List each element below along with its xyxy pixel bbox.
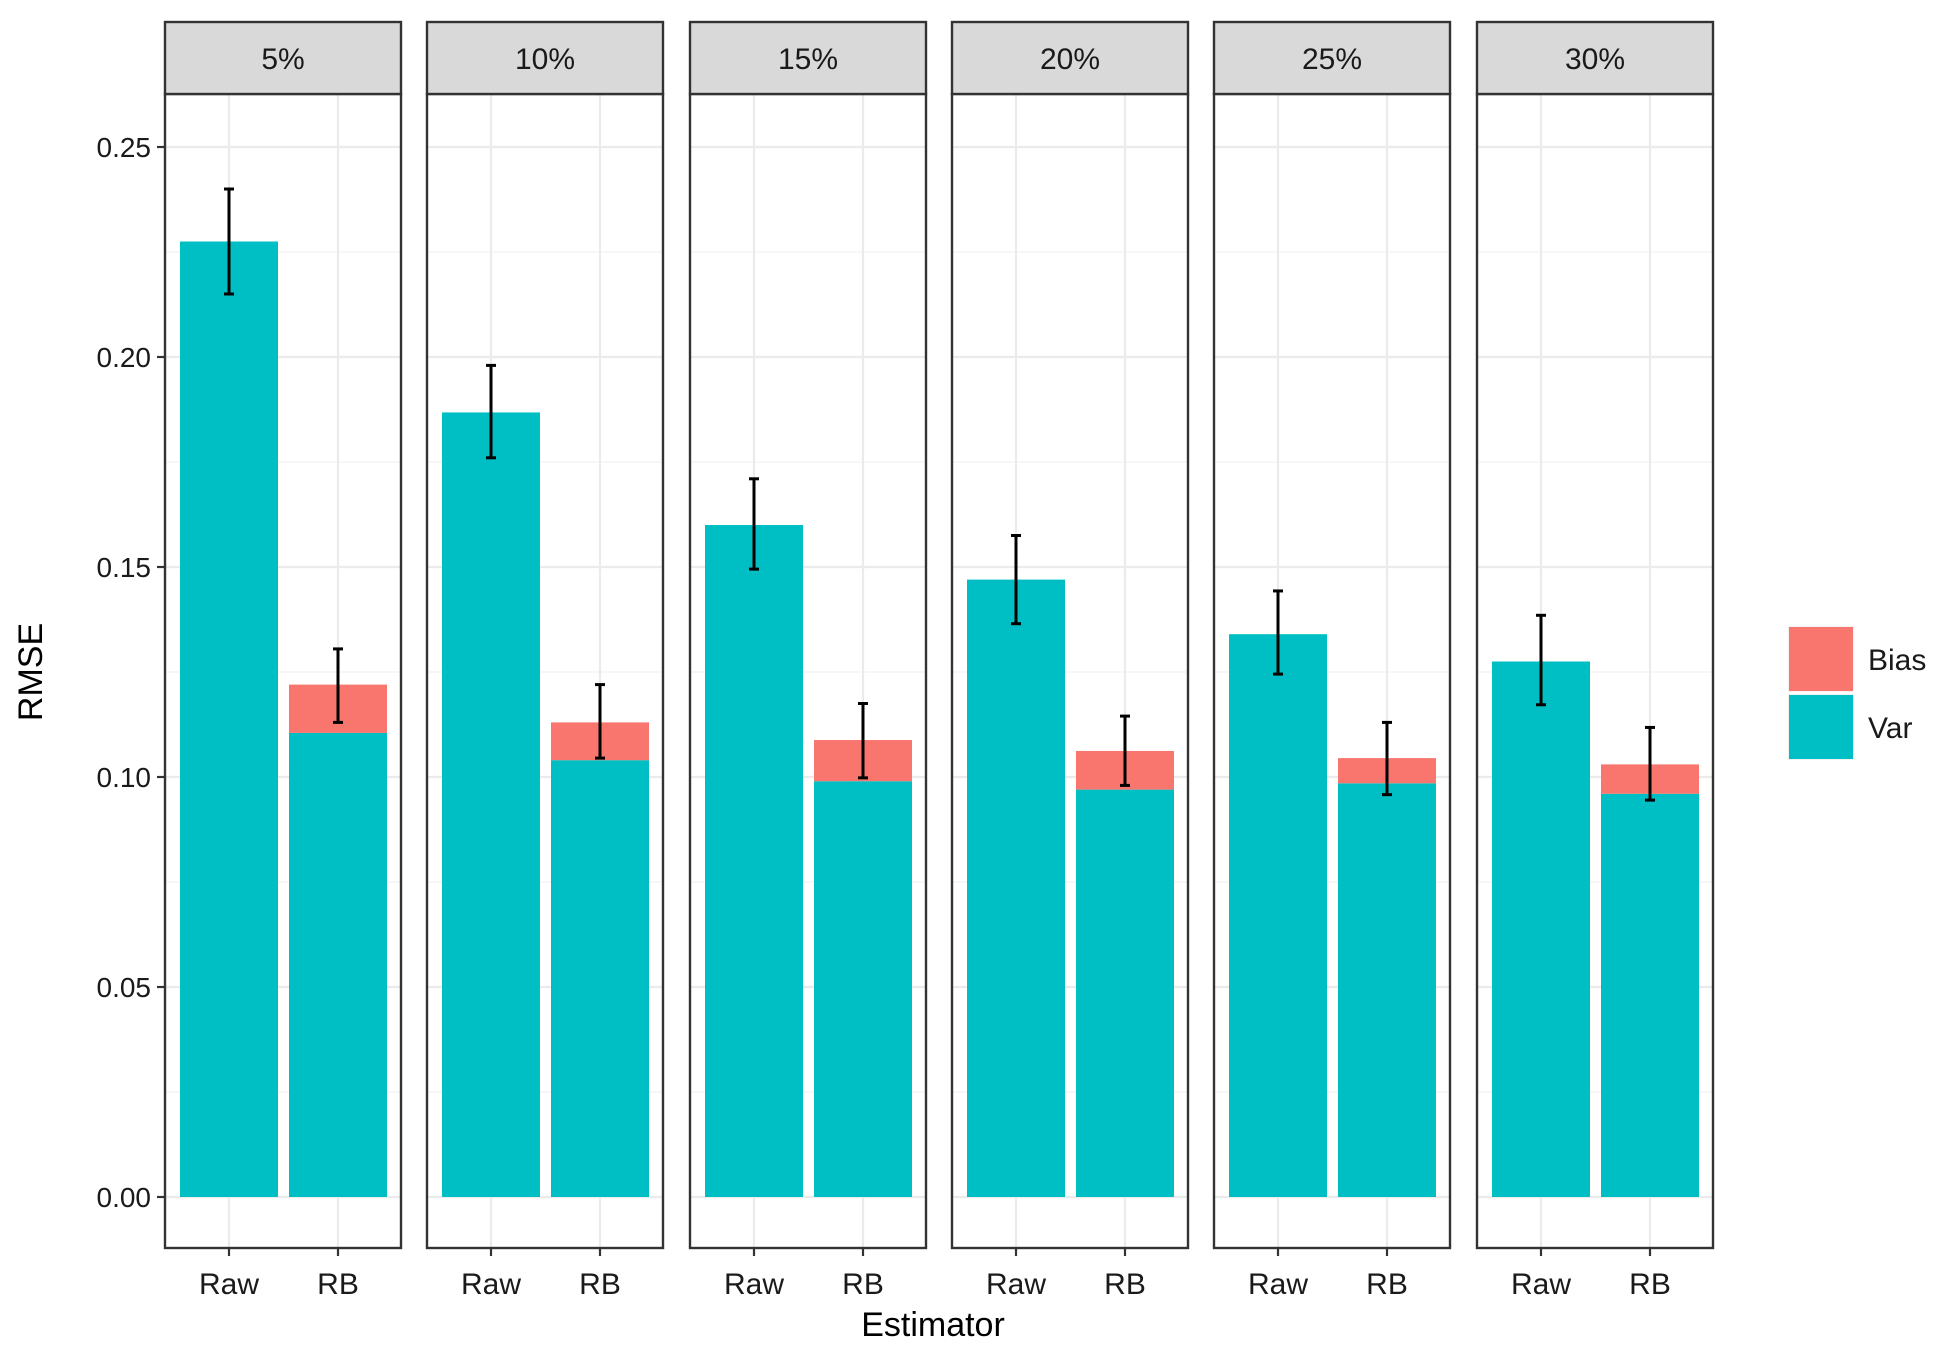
bar-var: [1492, 661, 1590, 1197]
error-bar: [1273, 589, 1283, 676]
error-bar: [749, 477, 759, 571]
facet-strip: [1212, 20, 1452, 96]
y-axis-title: RMSE: [12, 623, 50, 721]
y-tick-label: 0.15: [97, 552, 152, 583]
x-tick-label: RB: [579, 1268, 621, 1301]
x-tick-label: RB: [317, 1268, 359, 1301]
facet-strip-label: 5%: [261, 43, 304, 76]
facet-strip: [163, 20, 403, 96]
error-bar: [333, 647, 343, 724]
bar-var: [180, 241, 278, 1197]
x-tick-label: Raw: [199, 1268, 259, 1301]
x-tick-label: Raw: [461, 1268, 521, 1301]
x-axis-title: Estimator: [861, 1306, 1005, 1344]
facet-panel: Raw RB 10%: [425, 20, 665, 1301]
legend-swatch: [1789, 695, 1853, 759]
bar-var: [551, 760, 649, 1197]
legend-swatch: [1789, 627, 1853, 691]
bar-var: [442, 412, 540, 1197]
x-tick-label: Raw: [986, 1268, 1046, 1301]
bar-var: [705, 525, 803, 1197]
error-bar: [1011, 534, 1021, 626]
facet-panel: Raw RB 25%: [1212, 20, 1452, 1301]
y-tick-label: 0.05: [97, 972, 152, 1003]
error-bar: [1382, 720, 1392, 797]
facet-strip: [425, 20, 665, 96]
facet-panel: Raw RB 20%: [950, 20, 1190, 1301]
x-tick-label: RB: [1629, 1268, 1671, 1301]
bar-var: [1076, 789, 1174, 1197]
y-tick-label: 0.25: [97, 132, 152, 163]
bar-var: [1338, 783, 1436, 1197]
facet-strip: [688, 20, 928, 96]
legend-label: Var: [1868, 712, 1912, 745]
legend-label: Bias: [1868, 644, 1926, 677]
y-tick-label: 0.10: [97, 762, 152, 793]
y-tick-label: 0.20: [97, 342, 152, 373]
x-tick-label: RB: [1366, 1268, 1408, 1301]
facet-strip-label: 25%: [1302, 43, 1362, 76]
facet-panel: Raw RB 5%: [163, 20, 403, 1301]
bar-var: [814, 781, 912, 1197]
facet-strip-label: 15%: [778, 43, 838, 76]
facet-strip-label: 30%: [1565, 43, 1625, 76]
legend: Bias Var: [1788, 626, 1926, 760]
facet-panel: Raw RB 30%: [1475, 20, 1715, 1301]
facet-strip: [950, 20, 1190, 96]
bar-var: [289, 732, 387, 1197]
error-bar: [1536, 613, 1546, 707]
error-bar: [1645, 725, 1655, 802]
bar-var: [1601, 793, 1699, 1197]
x-tick-label: Raw: [1511, 1268, 1571, 1301]
x-tick-label: RB: [842, 1268, 884, 1301]
error-bar: [1120, 714, 1130, 787]
y-tick-label: 0.00: [97, 1182, 152, 1213]
bar-var: [1229, 634, 1327, 1197]
error-bar: [224, 187, 234, 296]
facet-strip: [1475, 20, 1715, 96]
x-tick-label: Raw: [724, 1268, 784, 1301]
error-bar: [595, 683, 605, 760]
facet-strip-label: 10%: [515, 43, 575, 76]
facet-panel: Raw RB 15%: [688, 20, 928, 1301]
x-tick-label: RB: [1104, 1268, 1146, 1301]
error-bar: [858, 702, 868, 780]
facet-strip-label: 20%: [1040, 43, 1100, 76]
x-tick-label: Raw: [1248, 1268, 1308, 1301]
bar-var: [967, 579, 1065, 1197]
error-bar: [486, 363, 496, 460]
